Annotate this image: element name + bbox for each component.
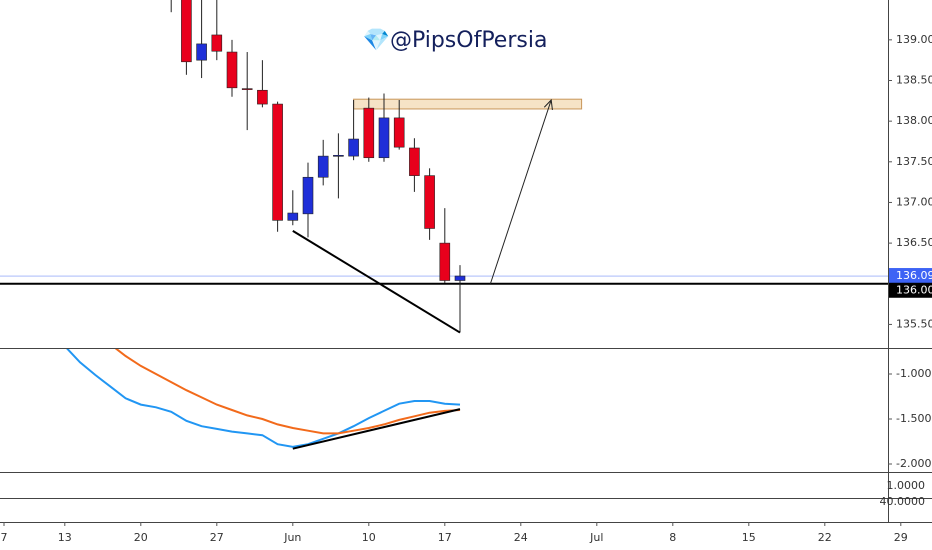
candle-body — [241, 88, 253, 90]
y-tick-label: 138.500 — [896, 73, 932, 86]
indicator-line — [113, 348, 461, 435]
candle-body — [287, 212, 299, 221]
x-tick-label: Jul — [589, 531, 603, 544]
candle-body — [181, 0, 192, 63]
level-tag — [889, 282, 932, 298]
candle-body — [226, 51, 238, 89]
x-tick-label: 29 — [894, 531, 908, 544]
candle-body — [393, 117, 405, 148]
y-tick-label: 136.500 — [896, 236, 932, 249]
candle-body — [439, 242, 451, 281]
watermark: 💎@PipsOfPersia — [363, 28, 548, 53]
trendline — [292, 230, 461, 334]
x-tick-label: 22 — [818, 531, 832, 544]
pane-label: 40.0000 — [880, 495, 926, 508]
y-tick-label: 137.000 — [896, 195, 932, 208]
pane-label: 1.0000 — [887, 479, 926, 492]
y-tick-label: 137.500 — [896, 155, 932, 168]
candle-body — [363, 107, 375, 159]
candle-body — [196, 43, 207, 61]
x-tick-label: 10 — [362, 531, 376, 544]
indicator-pane — [65, 348, 461, 450]
price-pane — [0, 0, 888, 334]
x-tick-label: 27 — [210, 531, 224, 544]
candle-body — [257, 89, 268, 105]
y-tick-label: 139.000 — [896, 33, 932, 46]
y-tick-label: 135.500 — [896, 317, 932, 330]
candle-body — [348, 138, 359, 157]
y-tick-label: -1.500 — [896, 412, 931, 425]
x-tick-label: 13 — [58, 531, 72, 544]
x-tick-label: 8 — [669, 531, 676, 544]
y-tick-label: -2.000 — [896, 457, 931, 470]
candle-body — [211, 34, 223, 52]
arrow-line — [489, 99, 552, 284]
candle-body — [378, 117, 390, 159]
candle-body — [409, 147, 420, 176]
candle-body — [424, 175, 435, 229]
candle-body — [333, 154, 344, 157]
last-price-tag — [889, 268, 932, 284]
x-tick-label: 7 — [1, 531, 8, 544]
x-tick-label: 17 — [438, 531, 452, 544]
indicator-trendline — [292, 408, 461, 450]
y-tick-label: 138.000 — [896, 114, 932, 127]
x-tick-label: 15 — [742, 531, 756, 544]
last-price-label: 136.095 — [896, 269, 932, 282]
level-label: 136.000 — [896, 283, 932, 296]
candle-body — [454, 275, 466, 281]
candle-body — [317, 155, 329, 178]
indicator-line — [65, 348, 461, 448]
candle-body — [302, 176, 314, 215]
arrow-head — [543, 98, 553, 110]
x-tick-label: 20 — [134, 531, 148, 544]
y-tick-label: -1.000 — [896, 367, 931, 380]
candle-body — [272, 103, 283, 221]
x-tick-label: Jun — [283, 531, 301, 544]
x-tick-label: 24 — [514, 531, 528, 544]
